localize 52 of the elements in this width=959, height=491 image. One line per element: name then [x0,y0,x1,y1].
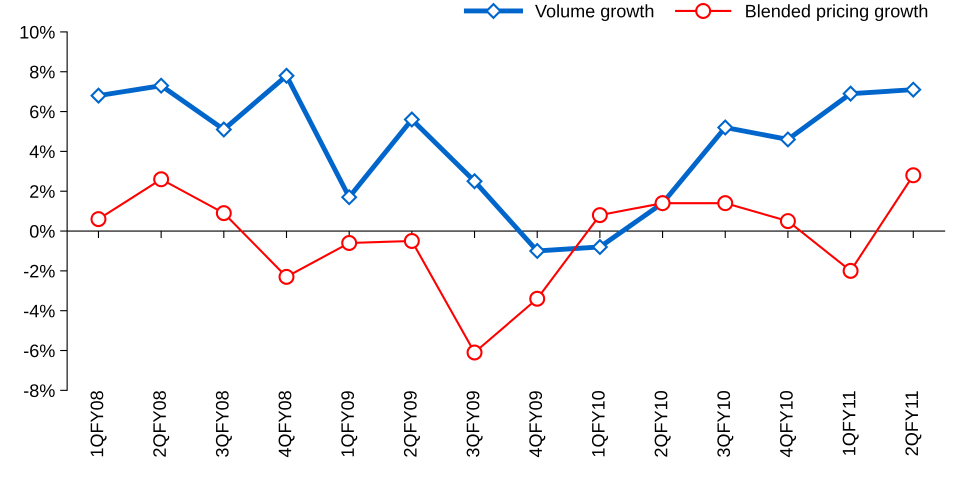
x-tick-label: 4QFY08 [278,391,295,458]
point [466,344,483,360]
x-tick-label: 3QFY10 [717,391,734,457]
point [529,290,546,307]
point [592,207,608,224]
point [341,189,358,206]
y-tick-label: -6% [24,344,55,358]
point [404,112,420,128]
point [529,243,546,259]
point [842,262,859,279]
x-tick-label: 2QFY11 [905,391,922,456]
y-tick-label: -8% [24,384,55,398]
y-tick-label: 4% [30,145,55,158]
point [717,120,734,136]
point [466,173,482,190]
point [153,171,170,188]
x-tick-label: 1QFY09 [341,391,358,456]
point [404,233,420,249]
x-tick-label: 2QFY10 [654,391,671,457]
y-tick-label: 8% [30,66,55,78]
point [842,86,859,102]
y-tick-label: 2% [30,185,55,198]
x-tick-label: 2QFY08 [153,391,170,457]
x-tick-label: 4QFY10 [780,391,796,458]
point [905,167,922,184]
x-tick-label: 2QFY09 [404,391,420,457]
point [592,239,608,255]
point [216,205,232,222]
x-tick-label: 1QFY08 [90,391,107,456]
point [278,68,294,84]
point [905,82,922,98]
point [90,88,106,104]
legend-label: Volume growth [535,4,654,22]
point [153,78,170,94]
y-tick-label: -4% [24,304,55,318]
legend-label: Blended pricing growth [746,4,928,22]
point [780,213,796,230]
y-tick-label: 6% [30,106,55,118]
point [216,122,232,138]
x-tick-label: 3QFY08 [216,391,232,457]
point [780,132,796,148]
x-tick-label: 3QFY09 [466,391,483,457]
point [278,268,294,285]
y-tick-label: 0% [30,224,55,238]
x-tick-label: 4QFY09 [529,391,546,458]
point [90,211,106,228]
point [341,235,358,251]
x-tick-label: 1QFY10 [592,391,608,456]
y-tick-label: -2% [24,264,55,278]
y-tick-label: 10% [20,26,55,39]
point [717,195,734,212]
x-tick-label: 1QFY11 [842,391,859,455]
